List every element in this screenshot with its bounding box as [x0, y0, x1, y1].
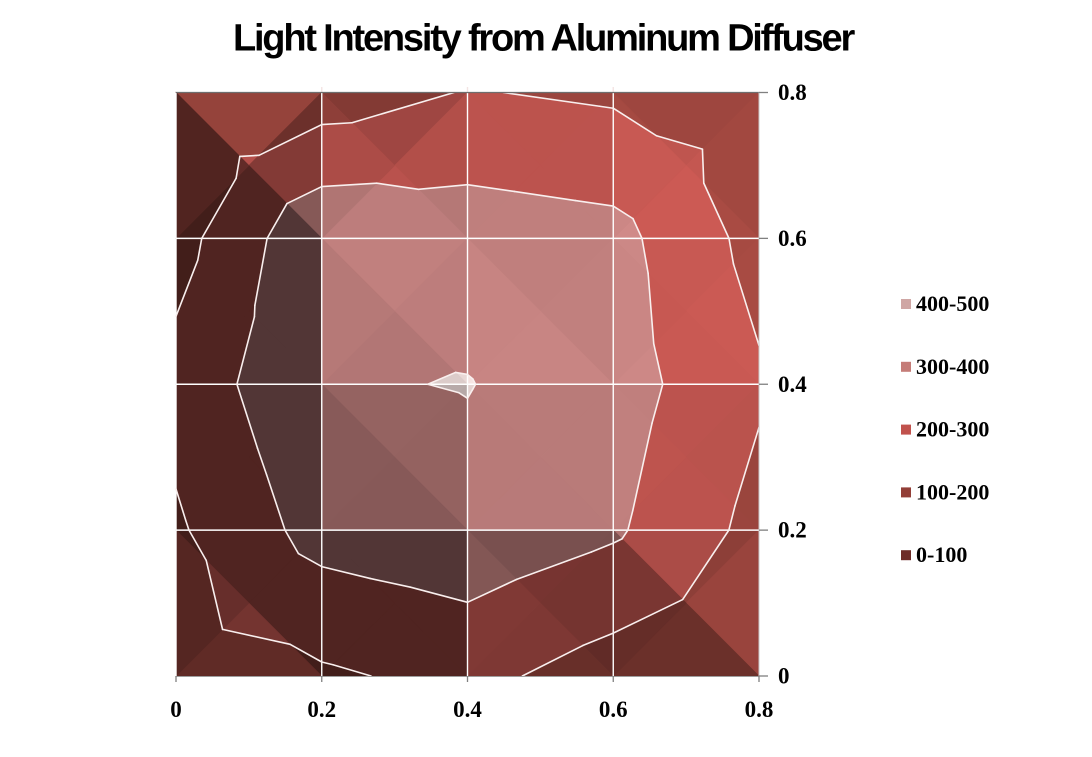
svg-text:0.2: 0.2 — [778, 518, 807, 543]
svg-text:100-200: 100-200 — [916, 479, 989, 504]
svg-text:0-100: 0-100 — [916, 542, 967, 567]
svg-text:Light Intensity from Aluminum: Light Intensity from Aluminum Diffuser — [233, 18, 856, 60]
svg-text:0.6: 0.6 — [778, 226, 807, 251]
svg-text:300-400: 300-400 — [916, 354, 989, 379]
svg-text:0.2: 0.2 — [307, 697, 336, 722]
svg-text:0.8: 0.8 — [778, 80, 807, 105]
svg-text:200-300: 200-300 — [916, 417, 989, 442]
svg-text:0.6: 0.6 — [599, 697, 628, 722]
svg-text:0: 0 — [170, 697, 182, 722]
svg-text:0: 0 — [778, 664, 790, 689]
svg-text:0.4: 0.4 — [453, 697, 482, 722]
svg-text:0.4: 0.4 — [778, 372, 807, 397]
svg-text:400-500: 400-500 — [916, 291, 989, 316]
svg-text:0.8: 0.8 — [745, 697, 774, 722]
